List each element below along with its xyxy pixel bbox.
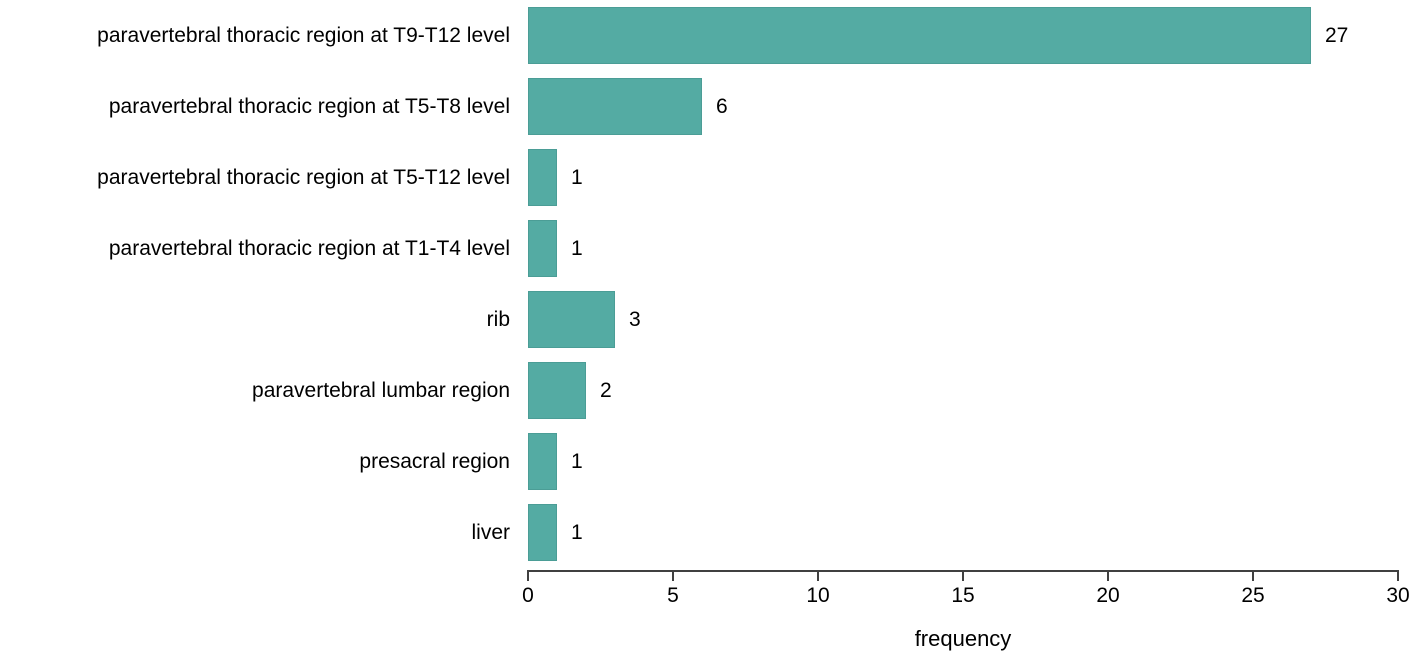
bar <box>528 433 557 490</box>
x-axis-tick-label: 30 <box>1386 584 1410 607</box>
bar <box>528 504 557 561</box>
x-axis-tick-mark <box>1252 572 1254 581</box>
bar <box>528 291 615 348</box>
bar-value-label: 6 <box>716 95 728 118</box>
x-axis-tick-label: 10 <box>806 584 830 607</box>
x-axis-tick-mark <box>527 572 529 581</box>
x-axis-tick-label: 20 <box>1096 584 1120 607</box>
category-label: paravertebral lumbar region <box>252 379 510 402</box>
category-label: rib <box>486 308 510 331</box>
bar <box>528 7 1311 64</box>
x-axis-title: frequency <box>914 626 1012 651</box>
x-axis-tick-label: 0 <box>522 584 534 607</box>
category-label: paravertebral thoracic region at T5-T12 … <box>97 166 510 189</box>
x-axis-line <box>527 570 1399 572</box>
bar-value-label: 1 <box>571 166 583 189</box>
bar-value-label: 1 <box>571 237 583 260</box>
bar <box>528 220 557 277</box>
bar <box>528 362 586 419</box>
x-axis-tick-mark <box>962 572 964 581</box>
category-label: liver <box>471 521 510 544</box>
category-label: paravertebral thoracic region at T5-T8 l… <box>108 95 510 118</box>
x-axis-tick-mark <box>1107 572 1109 581</box>
x-axis-tick-mark <box>817 572 819 581</box>
category-label: paravertebral thoracic region at T9-T12 … <box>97 24 510 47</box>
x-axis-tick-label: 25 <box>1241 584 1265 607</box>
bar-value-label: 1 <box>571 521 583 544</box>
bar <box>528 149 557 206</box>
category-label: presacral region <box>359 450 510 473</box>
bar <box>528 78 702 135</box>
x-axis-tick-label: 15 <box>951 584 975 607</box>
x-axis-tick-mark <box>1397 572 1399 581</box>
bar-value-label: 3 <box>629 308 641 331</box>
bar-value-label: 2 <box>600 379 612 402</box>
bar-value-label: 1 <box>571 450 583 473</box>
x-axis-tick-label: 5 <box>667 584 679 607</box>
x-axis-tick-mark <box>672 572 674 581</box>
bar-value-label: 27 <box>1325 24 1349 47</box>
category-label: paravertebral thoracic region at T1-T4 l… <box>108 237 510 260</box>
